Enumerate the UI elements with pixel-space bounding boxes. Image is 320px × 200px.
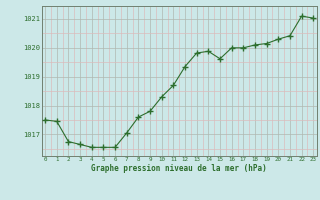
X-axis label: Graphe pression niveau de la mer (hPa): Graphe pression niveau de la mer (hPa) [91, 164, 267, 173]
